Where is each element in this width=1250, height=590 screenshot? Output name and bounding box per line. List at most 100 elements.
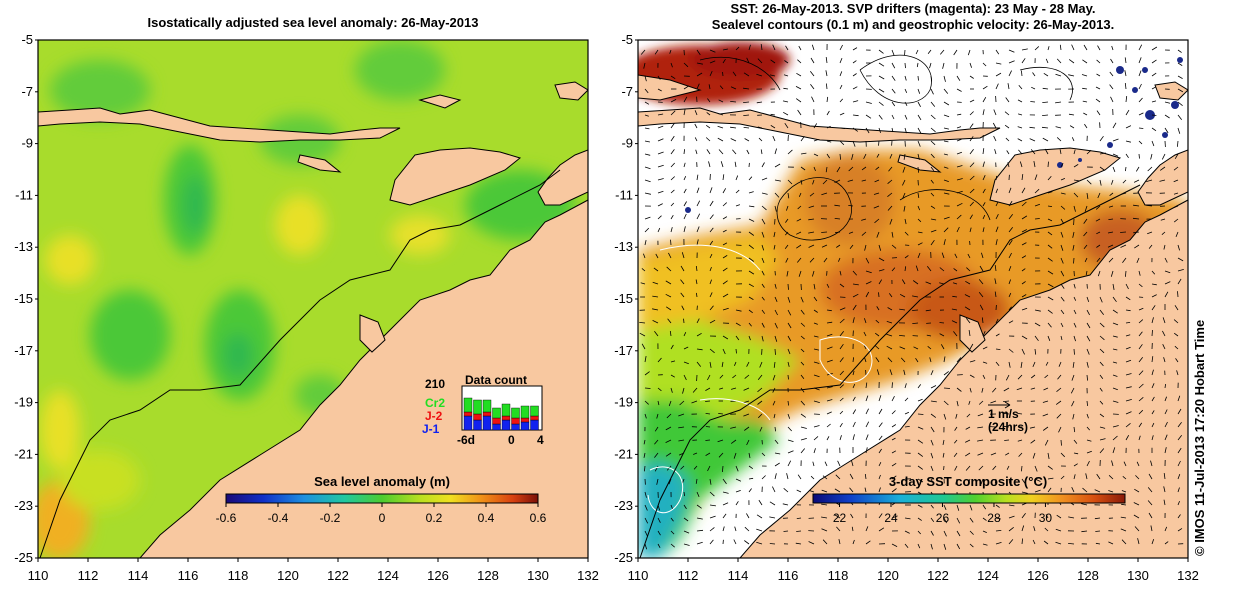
right-map-panel: SST: 26-May-2013. SVP drifters (magenta)…: [637, 1, 1189, 559]
right-map-x-tick: 124: [977, 568, 999, 583]
left-colorbar-tick: -0.6: [216, 511, 237, 525]
velocity-vectors: [639, 43, 1184, 550]
data-count-bar: [482, 399, 492, 413]
left-colorbar-tick: 0.2: [426, 511, 443, 525]
data-count-max: 210: [425, 377, 445, 391]
left-map-axes: -5 -7 -9 -11 -13 -15 -17 -19 -21 -23 -25 110 112 114 1…: [14, 32, 599, 583]
left-colorbar-tick: -0.4: [268, 511, 289, 525]
data-count-bar: [511, 407, 520, 419]
right-map-x-tick: 130: [1127, 568, 1149, 583]
data-count-bar: [473, 413, 482, 421]
data-count-bar: [482, 411, 492, 417]
left-map-x-tick: 124: [377, 568, 399, 583]
scale-arrow-label: 1 m/s: [988, 407, 1019, 421]
data-count-bar: [473, 419, 482, 431]
right-map-axes: -5 -7 -9 -11 -13 -15 -17 -19 -21 -23 -25 110 112 114 1…: [614, 32, 1199, 583]
left-colorbar-label: Sea level anomaly (m): [314, 474, 450, 489]
left-map-x-tick: 112: [78, 568, 99, 583]
left-colorbar-tick: 0: [379, 511, 386, 525]
left-map-y-tick: -19: [14, 395, 33, 410]
data-count-title: Data count: [465, 373, 527, 387]
right-map-y-tick: -13: [614, 239, 633, 254]
left-map-x-tick: 132: [577, 568, 599, 583]
right-map-x-tick: 112: [678, 568, 699, 583]
right-map-y-tick: -19: [614, 395, 633, 410]
right-map-y-tick: -7: [621, 84, 633, 99]
data-count-bar: [463, 415, 473, 431]
data-count-bar: [463, 411, 473, 417]
left-map-y-tick: -7: [21, 84, 33, 99]
credit-text: © IMOS 11-Jul-2013 17:20 Hobart Time: [1192, 320, 1207, 556]
data-count-bar: [520, 417, 530, 423]
left-map-x-tick: 114: [128, 568, 149, 583]
left-map-y-tick: -15: [14, 291, 33, 306]
right-colorbar: 3-day SST composite (°C) 22 24 26 28 30: [812, 474, 1126, 525]
right-colorbar-bar: [812, 493, 1126, 504]
left-map-x-tick: 128: [477, 568, 499, 583]
data-count-bar: [511, 417, 520, 425]
left-map-y-tick: -21: [14, 446, 33, 461]
left-map-title: Isostatically adjusted sea level anomaly…: [148, 15, 479, 30]
right-map-title-line1: SST: 26-May-2013. SVP drifters (magenta)…: [730, 1, 1095, 16]
right-map-y-tick: -25: [614, 550, 633, 565]
right-map-y-tick: -15: [614, 291, 633, 306]
data-count-inset: Data count 210 Cr2 J-2 J-1 -6d 0 4: [422, 373, 544, 447]
left-colorbar-bar: [225, 493, 539, 504]
data-count-bar: [520, 405, 530, 419]
sst-field: [638, 40, 1188, 558]
left-map-y-tick: -11: [15, 187, 33, 202]
right-colorbar-label: 3-day SST composite (°C): [889, 474, 1047, 489]
cloud-speckle: [685, 57, 1183, 213]
right-map-x-tick: 116: [778, 568, 799, 583]
data-count-bar: [501, 403, 511, 417]
data-count-tick-zero: 0: [508, 433, 515, 447]
data-count-bar: [492, 423, 501, 431]
data-count-bar: [520, 421, 530, 431]
right-map-x-tick: 122: [927, 568, 949, 583]
data-count-bar: [501, 419, 511, 431]
right-map-x-tick: 126: [1027, 568, 1049, 583]
right-map-y-tick: -11: [615, 187, 633, 202]
data-count-bar: [492, 417, 501, 425]
right-map-y-tick: -17: [614, 343, 633, 358]
data-count-bar: [530, 405, 539, 417]
data-count-bar: [482, 415, 492, 431]
left-map-x-tick: 126: [427, 568, 449, 583]
left-colorbar-tick: 0.4: [478, 511, 495, 525]
left-map-y-tick: -17: [14, 343, 33, 358]
velocity-scale: 1 m/s (24hrs): [988, 401, 1028, 434]
left-map-y-tick: -23: [14, 498, 33, 513]
left-map-y-tick: -25: [14, 550, 33, 565]
right-colorbar-tick: 30: [1039, 511, 1053, 525]
data-count-bar: [511, 423, 520, 431]
data-count-bars: [463, 397, 539, 431]
right-map-x-tick: 118: [828, 568, 849, 583]
legend-j2: J-2: [425, 409, 443, 423]
data-count-bar: [501, 415, 511, 421]
left-map-x-tick: 130: [527, 568, 549, 583]
right-map-land: [638, 74, 1188, 558]
left-map-x-tick: 110: [28, 568, 49, 583]
right-map-x-tick: 132: [1177, 568, 1199, 583]
right-map-y-tick: -21: [614, 446, 633, 461]
right-map-title-line2: Sealevel contours (0.1 m) and geostrophi…: [712, 17, 1114, 32]
left-colorbar-tick: 0.6: [530, 511, 547, 525]
sealevel-contours: [639, 54, 1141, 558]
data-count-bar: [530, 415, 539, 421]
left-map-y-tick: -5: [21, 32, 33, 47]
right-map-y-tick: -9: [621, 136, 633, 151]
left-map-y-tick: -9: [21, 136, 33, 151]
right-map-y-tick: -23: [614, 498, 633, 513]
right-map-x-tick: 110: [628, 568, 649, 583]
left-colorbar: Sea level anomaly (m) -0.6 -0.4 -0.2 0 0.2 0.…: [216, 474, 547, 525]
right-map-x-tick: 120: [877, 568, 899, 583]
data-count-tick-start: -6d: [457, 433, 475, 447]
right-colorbar-tick: 24: [884, 511, 898, 525]
left-map-x-tick: 118: [228, 568, 249, 583]
right-map-y-tick: -5: [621, 32, 633, 47]
left-map-x-tick: 122: [327, 568, 349, 583]
data-count-bar: [473, 399, 482, 415]
left-colorbar-tick: -0.2: [320, 511, 341, 525]
data-count-tick-end: 4: [537, 433, 544, 447]
